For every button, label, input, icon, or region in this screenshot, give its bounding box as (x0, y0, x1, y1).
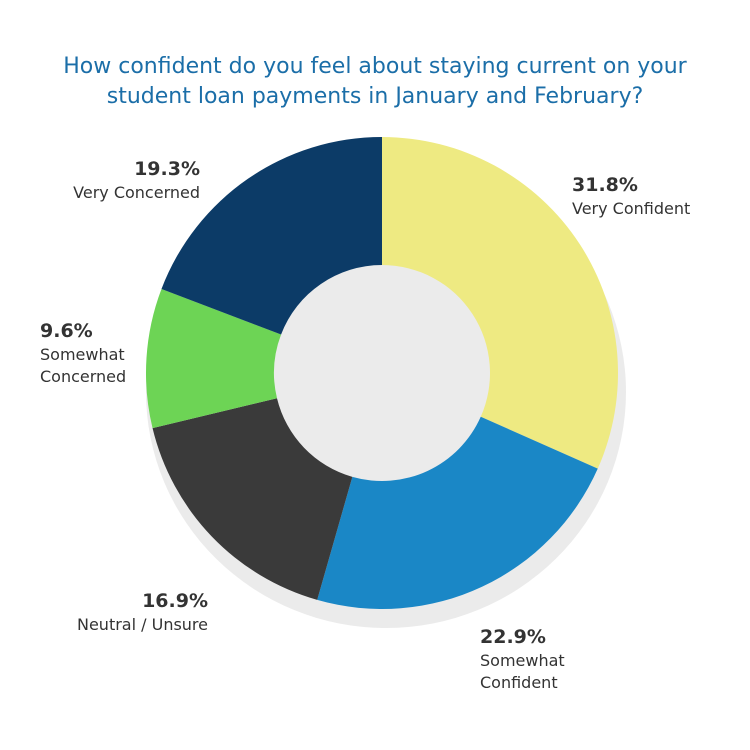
donut-slice (317, 416, 598, 609)
donut-slice (152, 398, 353, 600)
category-label: Neutral / Unsure (76, 615, 208, 634)
slice-label: 19.3% Very Concerned (20, 156, 200, 204)
donut-slice (161, 137, 382, 335)
value-label: 31.8% (572, 174, 638, 196)
slice-label: 16.9% Neutral / Unsure (28, 588, 208, 636)
value-label: 19.3% (134, 158, 200, 180)
chart-title: How confident do you feel about staying … (63, 54, 687, 109)
slice-label: 22.9% Somewhat Confident (480, 624, 590, 694)
value-label: 16.9% (142, 590, 208, 612)
donut-slice (382, 137, 619, 469)
slice-label: 31.8% Very Confident (572, 172, 732, 220)
slice-label: 9.6% Somewhat Concerned (40, 318, 140, 388)
value-label: 22.9% (480, 626, 546, 648)
category-label: Somewhat Concerned (40, 345, 127, 386)
value-label: 9.6% (40, 320, 93, 342)
donut-slice (145, 288, 282, 429)
category-label: Very Confident (572, 199, 691, 218)
category-label: Very Concerned (73, 183, 200, 202)
category-label: Somewhat Confident (480, 651, 565, 692)
